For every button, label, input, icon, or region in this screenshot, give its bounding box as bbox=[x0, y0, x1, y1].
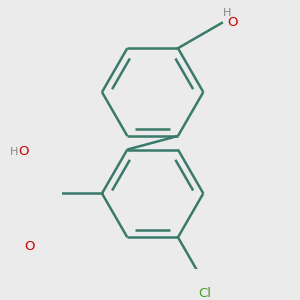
Text: O: O bbox=[24, 240, 34, 253]
Text: H: H bbox=[10, 147, 19, 157]
Text: H: H bbox=[223, 8, 232, 18]
Text: O: O bbox=[227, 16, 238, 29]
Text: O: O bbox=[19, 145, 29, 158]
Text: Cl: Cl bbox=[198, 286, 211, 299]
